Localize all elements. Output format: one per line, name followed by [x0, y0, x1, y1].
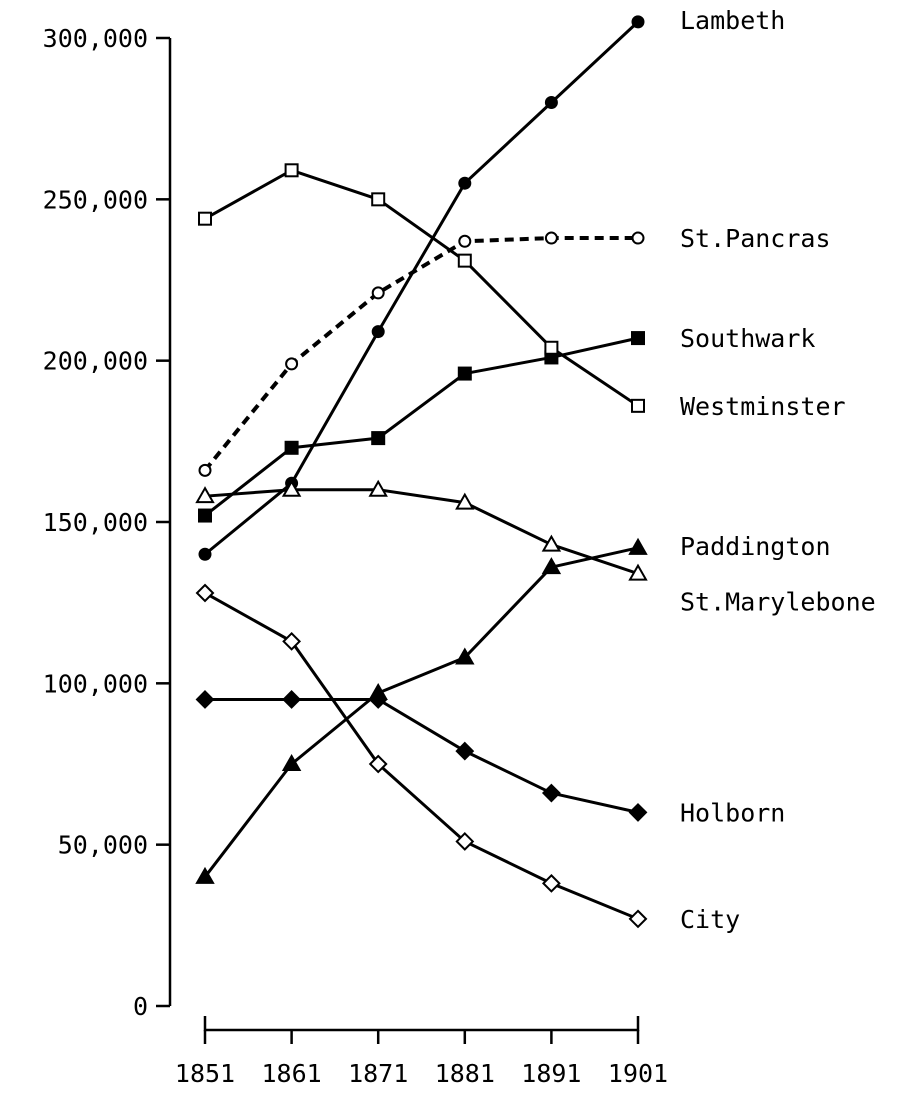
- x-tick-label: 1851: [175, 1059, 235, 1088]
- series-label: Southwark: [680, 324, 815, 353]
- data-point-marker: [371, 286, 385, 300]
- data-point-marker: [541, 783, 561, 803]
- data-point-marker: [544, 231, 558, 245]
- data-point-marker: [457, 253, 472, 268]
- series-label: Holborn: [680, 798, 785, 827]
- data-point-marker: [198, 508, 212, 523]
- data-point-marker: [628, 802, 648, 822]
- series-label: City: [680, 905, 740, 934]
- data-point-marker: [541, 557, 562, 575]
- series-label: Lambeth: [680, 6, 785, 35]
- series-line: [204, 591, 639, 921]
- data-point-marker: [631, 231, 645, 245]
- data-point-marker: [281, 753, 302, 771]
- data-point-marker: [455, 741, 475, 761]
- data-point-marker: [631, 398, 645, 413]
- data-point-marker: [281, 479, 302, 497]
- y-tick-label: 100,000: [43, 669, 148, 698]
- data-point-marker: [195, 486, 215, 504]
- data-point-marker: [628, 537, 648, 555]
- series-label: Paddington: [680, 532, 831, 561]
- data-point-marker: [628, 563, 648, 581]
- data-point-marker: [457, 366, 472, 381]
- series-st-marylebone: [195, 479, 648, 581]
- series-holborn: [195, 690, 648, 822]
- data-point-marker: [198, 547, 212, 561]
- data-point-marker: [284, 440, 299, 455]
- y-tick-label: 0: [133, 992, 148, 1021]
- data-point-marker: [628, 909, 648, 929]
- data-point-marker: [544, 340, 559, 355]
- data-point-marker: [458, 176, 472, 190]
- series-label: St.Pancras: [680, 224, 831, 253]
- data-point-marker: [631, 15, 645, 29]
- data-point-marker: [282, 631, 302, 651]
- series-line: [204, 488, 639, 576]
- data-point-marker: [541, 534, 562, 552]
- series-paddington: [195, 537, 648, 884]
- data-point-marker: [368, 754, 388, 774]
- data-point-marker: [368, 479, 388, 497]
- data-point-marker: [455, 647, 475, 665]
- data-point-marker: [541, 873, 561, 893]
- x-axis-line: [203, 1016, 640, 1032]
- data-point-marker: [368, 690, 388, 709]
- series-line: [203, 236, 638, 472]
- series-line: [204, 168, 639, 408]
- y-tick-label: 300,000: [43, 24, 148, 53]
- y-tick-label: 200,000: [43, 347, 148, 376]
- series-layer: [195, 15, 648, 929]
- data-point-marker: [284, 163, 299, 178]
- x-tick-label: 1901: [608, 1059, 668, 1088]
- series-line: [203, 546, 639, 878]
- data-point-marker: [371, 431, 386, 446]
- y-tick-label: 150,000: [43, 508, 148, 537]
- data-point-marker: [198, 211, 212, 226]
- x-tick-label: 1871: [348, 1059, 408, 1088]
- series-lambeth: [198, 15, 645, 561]
- series-westminster: [198, 163, 645, 413]
- series-labels: Lambeth St.Pancras Southwark Westminster Pad…: [680, 6, 876, 934]
- series-st-pancras: [198, 231, 645, 477]
- series-line: [204, 336, 639, 517]
- series-label: St.Marylebone: [680, 588, 876, 617]
- data-point-marker: [195, 690, 215, 709]
- data-point-marker: [458, 234, 472, 248]
- data-point-marker: [282, 690, 302, 709]
- y-tick-label: 250,000: [43, 185, 148, 214]
- series-label: Westminster: [680, 392, 846, 421]
- series-line: [205, 697, 639, 814]
- data-point-marker: [631, 331, 645, 346]
- x-tick-label: 1891: [521, 1059, 581, 1088]
- axes: 0 50,000 100,000 150,000 200,000 250,000 300,0…: [43, 24, 668, 1088]
- data-point-marker: [195, 583, 215, 603]
- data-point-marker: [455, 492, 475, 510]
- data-point-marker: [544, 96, 558, 110]
- data-point-marker: [285, 357, 299, 371]
- data-point-marker: [195, 866, 215, 884]
- data-point-marker: [371, 325, 385, 339]
- x-tick-label: 1881: [435, 1059, 495, 1088]
- series-line: [204, 20, 640, 556]
- data-point-marker: [198, 463, 212, 477]
- x-tick-label: 1861: [261, 1059, 321, 1088]
- y-tick-label: 50,000: [58, 831, 148, 860]
- series-city: [195, 583, 648, 929]
- data-point-marker: [371, 192, 386, 207]
- data-point-marker: [455, 832, 475, 851]
